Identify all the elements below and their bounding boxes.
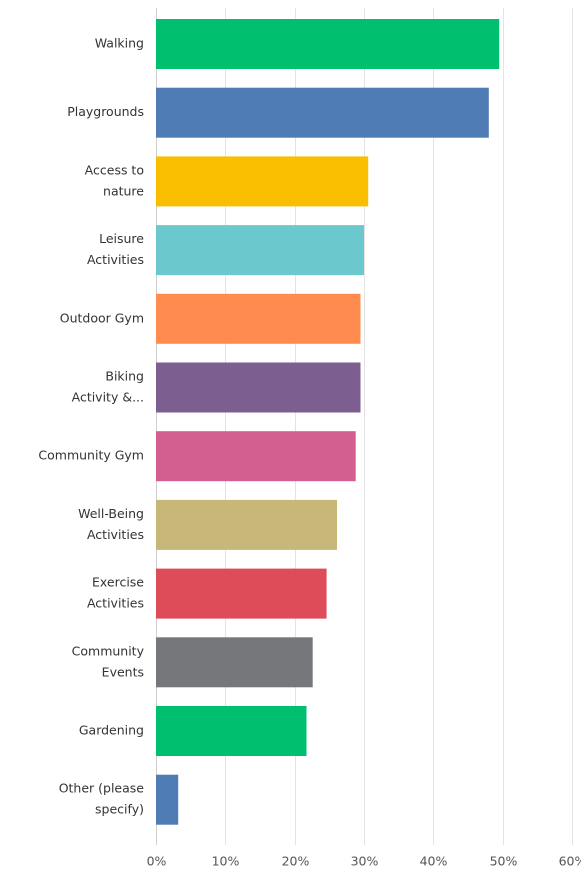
x-tick-label: 30% (351, 854, 379, 869)
category-label: Community Events (72, 643, 145, 679)
category-label-line: specify) (95, 802, 144, 817)
category-label: Community Gym (38, 448, 144, 463)
category-label-line: Other (please (59, 781, 145, 796)
gridlines (156, 8, 573, 845)
category-label: Biking Activity &... (72, 369, 144, 405)
bar[interactable] (156, 637, 313, 688)
bar[interactable] (156, 706, 307, 756)
bar[interactable] (156, 774, 179, 825)
category-label-line: Community Gym (38, 448, 144, 463)
bar[interactable] (156, 19, 500, 69)
bar[interactable] (156, 225, 364, 276)
category-label-line: Outdoor Gym (60, 310, 144, 325)
category-label-line: Walking (95, 36, 144, 51)
category-label-line: Activities (87, 252, 144, 267)
category-label: Other (please specify) (59, 781, 145, 817)
category-label: Access to nature (85, 162, 145, 198)
category-label: Exercise Activities (87, 575, 144, 611)
category-label-line: Well-Being (78, 506, 144, 521)
category-label: Leisure Activities (87, 231, 144, 267)
category-label-line: Activities (87, 596, 144, 611)
x-tick-label: 0% (147, 854, 167, 869)
category-label: Playgrounds (67, 104, 144, 119)
category-label-line: Community (72, 643, 145, 658)
x-tick-label: 20% (282, 854, 310, 869)
category-label: Outdoor Gym (60, 310, 144, 325)
category-label-line: Playgrounds (67, 104, 144, 119)
category-label-line: Exercise (92, 575, 144, 590)
bar[interactable] (156, 499, 337, 550)
category-label: Walking (95, 36, 144, 51)
bar[interactable] (156, 568, 327, 619)
bar[interactable] (156, 362, 361, 413)
category-label-line: Activities (87, 527, 144, 542)
category-label-line: Leisure (99, 231, 144, 246)
category-label: Well-Being Activities (78, 506, 144, 542)
category-label-line: nature (103, 183, 144, 198)
x-tick-label: 40% (420, 854, 448, 869)
category-label-line: Events (102, 664, 144, 679)
category-labels: Walking Playgrounds Access to nature Leisure… (38, 36, 144, 817)
bar[interactable] (156, 156, 369, 207)
x-axis-ticks: 0% 10% 20% 30% 40% 50% 60% (147, 854, 581, 869)
x-tick-label: 10% (212, 854, 240, 869)
bars (156, 19, 500, 825)
bar[interactable] (156, 87, 489, 138)
category-label-line: Access to (85, 162, 144, 177)
x-tick-label: 50% (490, 854, 518, 869)
bar[interactable] (156, 431, 356, 482)
category-label-line: Biking (105, 369, 144, 384)
category-label-line: Gardening (79, 723, 144, 738)
x-tick-label: 60% (559, 854, 581, 869)
bar[interactable] (156, 293, 361, 344)
category-label-line: Activity &... (72, 390, 144, 405)
category-label: Gardening (79, 723, 144, 738)
